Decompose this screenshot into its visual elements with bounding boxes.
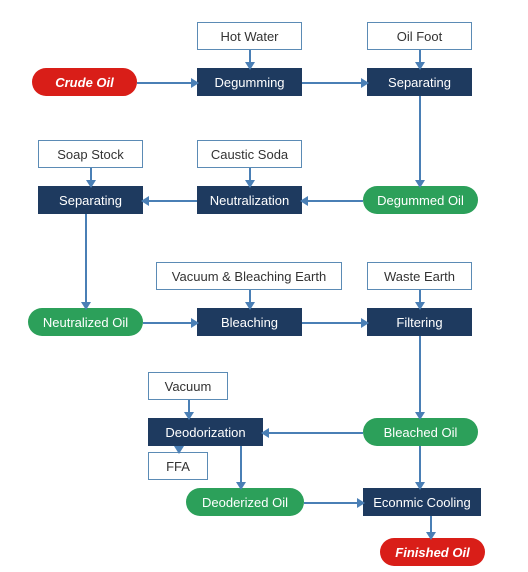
arrow: [137, 82, 197, 84]
node-vacuum-bleach: Vacuum & Bleaching Earth: [156, 262, 342, 290]
arrow-head: [245, 62, 255, 70]
arrow-head: [415, 482, 425, 490]
arrow-head: [300, 196, 308, 206]
node-bleached-oil: Bleached Oil: [363, 418, 478, 446]
arrow-head: [81, 302, 91, 310]
node-separating1: Separating: [367, 68, 472, 96]
arrow-head: [184, 412, 194, 420]
node-crude-oil: Crude Oil: [32, 68, 137, 96]
arrow-head: [426, 532, 436, 540]
arrow-head: [141, 196, 149, 206]
arrow: [302, 322, 367, 324]
arrow: [143, 322, 197, 324]
arrow-head: [174, 446, 184, 454]
arrow: [304, 502, 363, 504]
arrow-head: [191, 78, 199, 88]
arrow-head: [236, 482, 246, 490]
arrow-head: [415, 180, 425, 188]
node-bleaching: Bleaching: [197, 308, 302, 336]
arrow-head: [415, 302, 425, 310]
node-economic-cooling: Econmic Cooling: [363, 488, 481, 516]
node-deoderized-oil: Deoderized Oil: [186, 488, 304, 516]
node-waste-earth: Waste Earth: [367, 262, 472, 290]
node-finished-oil: Finished Oil: [380, 538, 485, 566]
arrow-head: [245, 180, 255, 188]
node-separating2: Separating: [38, 186, 143, 214]
node-degumming: Degumming: [197, 68, 302, 96]
node-hot-water: Hot Water: [197, 22, 302, 50]
node-degummed-oil: Degummed Oil: [363, 186, 478, 214]
arrow: [419, 336, 421, 418]
arrow-head: [245, 302, 255, 310]
node-filtering: Filtering: [367, 308, 472, 336]
arrow-head: [415, 412, 425, 420]
arrow-head: [261, 428, 269, 438]
node-soap-stock: Soap Stock: [38, 140, 143, 168]
arrow: [143, 200, 197, 202]
arrow: [85, 214, 87, 308]
node-caustic-soda: Caustic Soda: [197, 140, 302, 168]
arrow-head: [357, 498, 365, 508]
node-vacuum: Vacuum: [148, 372, 228, 400]
arrow: [263, 432, 363, 434]
node-neutralized-oil: Neutralized Oil: [28, 308, 143, 336]
arrow-head: [191, 318, 199, 328]
arrow-head: [415, 62, 425, 70]
arrow: [419, 96, 421, 186]
node-neutralization: Neutralization: [197, 186, 302, 214]
arrow-head: [361, 318, 369, 328]
arrow: [302, 82, 367, 84]
arrow-head: [361, 78, 369, 88]
node-ffa: FFA: [148, 452, 208, 480]
node-deodorization: Deodorization: [148, 418, 263, 446]
arrow: [302, 200, 363, 202]
arrow-head: [86, 180, 96, 188]
node-oil-foot: Oil Foot: [367, 22, 472, 50]
